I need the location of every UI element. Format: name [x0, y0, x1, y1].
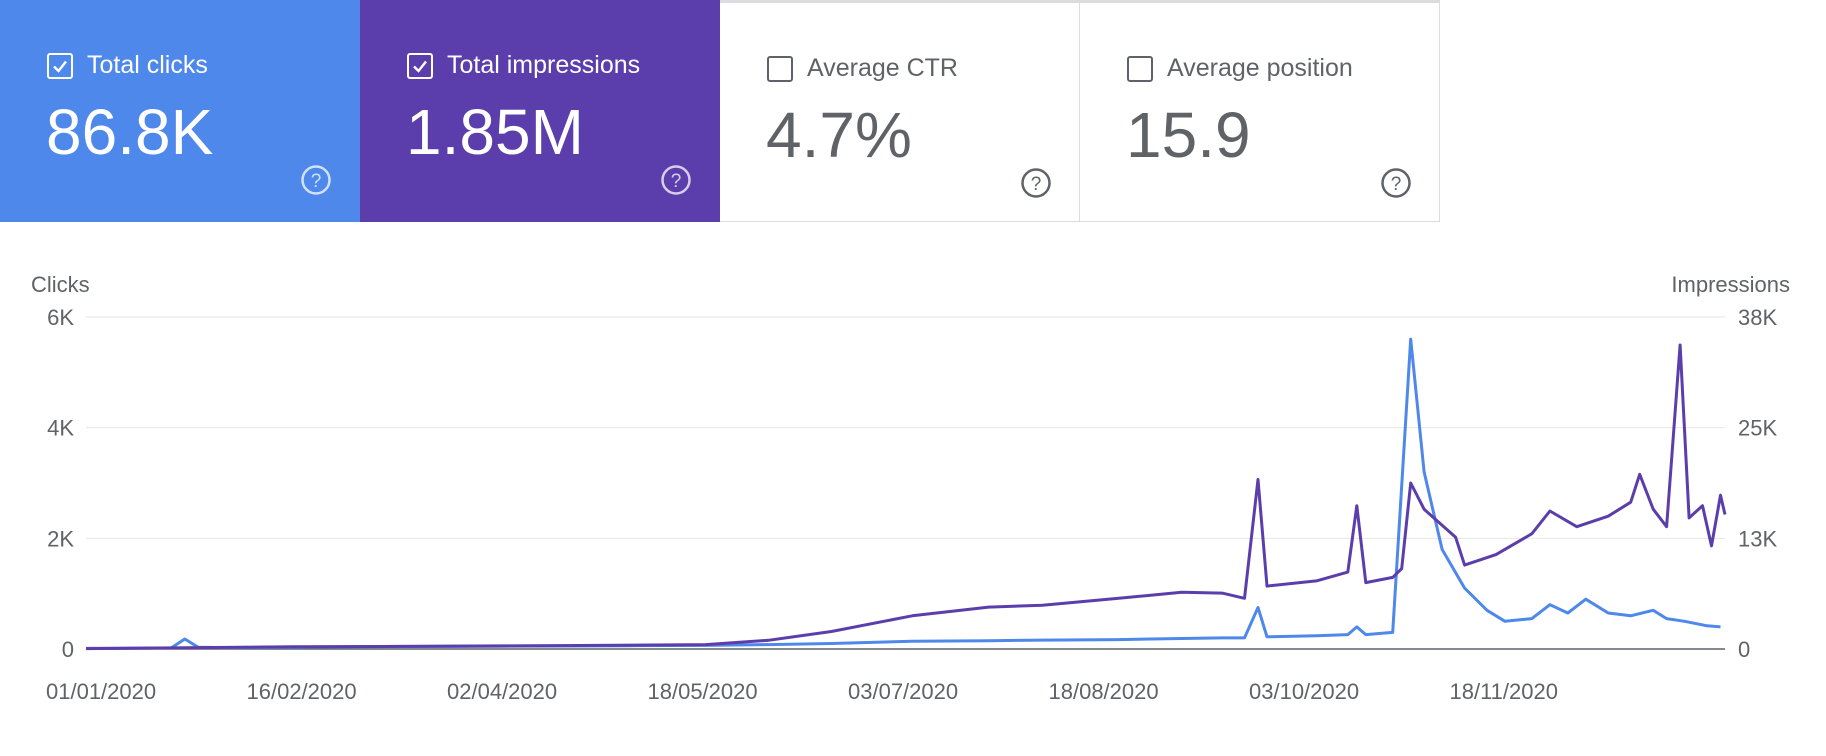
x-tick-label: 03/07/2020 [848, 679, 958, 704]
help-icon[interactable]: ? [1380, 167, 1412, 199]
checkbox-unchecked-icon[interactable] [1127, 55, 1153, 82]
svg-text:?: ? [311, 171, 322, 192]
right-tick-label: 25K [1738, 416, 1777, 441]
help-icon[interactable]: ? [300, 164, 332, 196]
metric-value: 86.8K [46, 96, 214, 168]
svg-text:?: ? [671, 171, 682, 192]
performance-chart: Clicks Impressions 0 2K 4K 6K 0 13K 25K 38K 01… [31, 272, 1790, 704]
svg-text:?: ? [1391, 174, 1402, 195]
x-axis-ticks: 01/01/2020 16/02/2020 02/04/2020 18/05/2020… [46, 679, 1558, 704]
metric-label: Average CTR [807, 54, 958, 82]
right-tick-label: 38K [1738, 305, 1777, 330]
series-line-total-clicks [85, 337, 1721, 650]
right-tick-label: 13K [1738, 526, 1777, 551]
metric-value: 1.85M [406, 96, 584, 168]
left-tick-label: 0 [62, 637, 74, 662]
left-tick-label: 4K [47, 416, 74, 441]
x-tick-label: 01/01/2020 [46, 679, 156, 704]
metric-value: 15.9 [1126, 99, 1251, 171]
metric-label: Total impressions [447, 51, 641, 79]
grid [86, 316, 1725, 650]
x-tick-label: 18/11/2020 [1450, 679, 1558, 704]
x-tick-label: 18/05/2020 [648, 679, 758, 704]
help-icon[interactable]: ? [1020, 167, 1052, 199]
metric-card-total-clicks[interactable]: Total clicks 86.8K ? [0, 0, 360, 222]
metric-value: 4.7% [766, 99, 912, 171]
checkbox-unchecked-icon[interactable] [767, 55, 793, 82]
right-axis-ticks: 0 13K 25K 38K [1738, 305, 1777, 662]
metric-card-average-position[interactable]: Average position 15.9 ? [1080, 0, 1440, 222]
left-axis-title: Clicks [31, 272, 90, 297]
x-tick-label: 02/04/2020 [447, 679, 557, 704]
left-axis-ticks: 0 2K 4K 6K [47, 305, 74, 662]
right-axis-title: Impressions [1671, 272, 1790, 297]
x-tick-label: 18/08/2020 [1049, 679, 1159, 704]
metric-cards: Total clicks 86.8K ? Total impressions 1… [0, 0, 1440, 222]
metric-label-row: Average position [1127, 54, 1353, 83]
x-tick-label: 03/10/2020 [1249, 679, 1359, 704]
svg-text:?: ? [1031, 174, 1042, 195]
metric-card-average-ctr[interactable]: Average CTR 4.7% ? [720, 0, 1080, 222]
metric-label-row: Total impressions [407, 51, 640, 80]
help-icon[interactable]: ? [660, 164, 692, 196]
series-line-total-impressions [85, 343, 1727, 651]
x-tick-label: 16/02/2020 [247, 679, 357, 704]
metric-label-row: Average CTR [767, 54, 958, 83]
metric-label: Average position [1167, 54, 1353, 82]
left-tick-label: 6K [47, 305, 74, 330]
left-tick-label: 2K [47, 526, 74, 551]
checkbox-checked-icon[interactable] [407, 52, 433, 79]
checkbox-checked-icon[interactable] [47, 52, 73, 79]
metric-card-total-impressions[interactable]: Total impressions 1.85M ? [360, 0, 720, 222]
series [85, 337, 1727, 651]
metric-label-row: Total clicks [47, 51, 208, 80]
metric-label: Total clicks [87, 51, 208, 79]
right-tick-label: 0 [1738, 637, 1750, 662]
